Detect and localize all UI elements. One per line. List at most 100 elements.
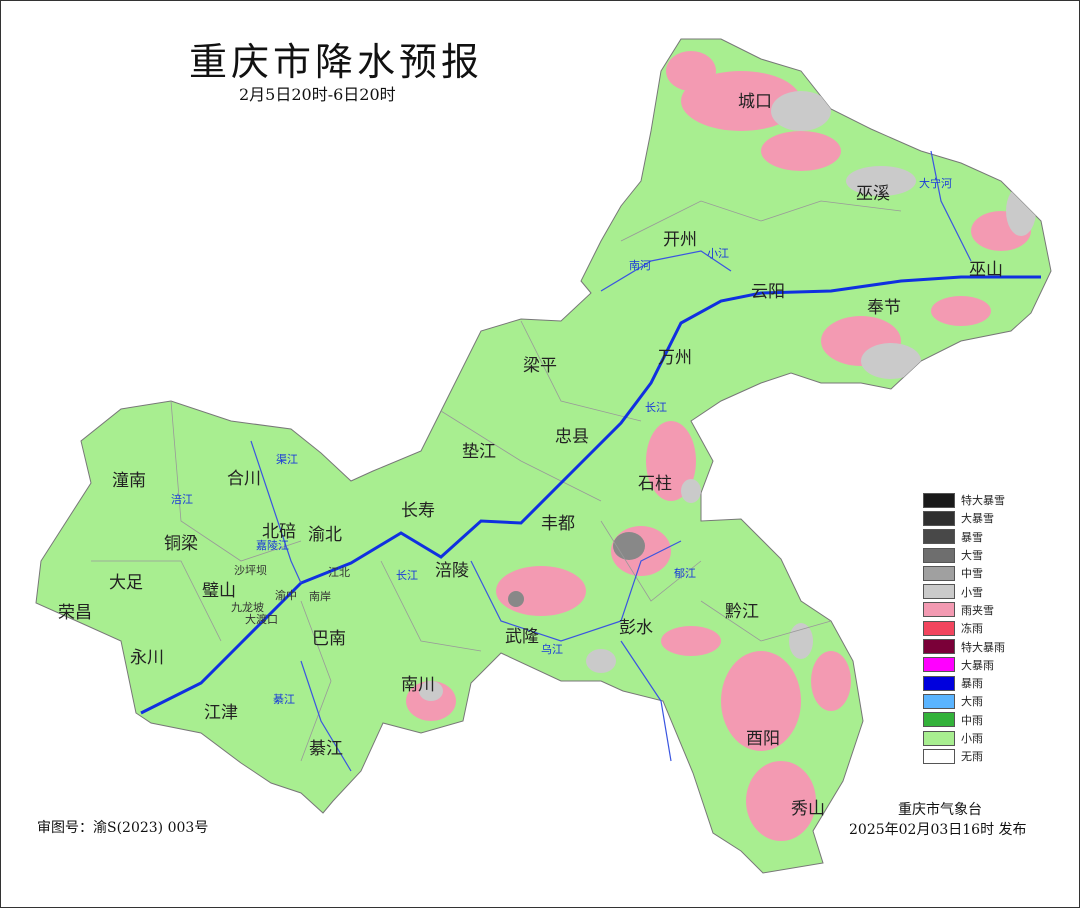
legend-label: 中雨 <box>961 713 983 727</box>
city-label: 秀山 <box>791 799 825 819</box>
legend-label: 特大暴雨 <box>961 640 1005 654</box>
legend-swatch <box>923 529 955 545</box>
city-label: 南川 <box>401 675 435 695</box>
map-subtitle: 2月5日20时-6日20时 <box>239 85 396 104</box>
city-label: 铜梁 <box>164 534 198 554</box>
legend-swatch <box>923 712 955 728</box>
legend-label: 暴雪 <box>961 530 983 544</box>
legend-item: 大雪 <box>923 546 1005 564</box>
city-label: 城口 <box>738 92 772 112</box>
river-label: 郁江 <box>674 567 696 580</box>
river-label: 长江 <box>396 569 418 582</box>
map-review-number: 审图号：渝S(2023) 003号 <box>37 820 209 836</box>
city-label: 云阳 <box>751 282 785 302</box>
legend-swatch <box>923 565 955 581</box>
tributaries <box>250 150 972 772</box>
city-label: 酉阳 <box>746 729 780 749</box>
legend: 特大暴雪大暴雪暴雪大雪中雪小雪雨夹雪冻雨特大暴雨大暴雨暴雨大雨中雨小雨无雨 <box>923 491 1005 765</box>
city-label: 璧山 <box>202 581 236 601</box>
city-label: 梁平 <box>523 356 557 376</box>
city-label: 万州 <box>658 348 692 368</box>
district-label: 江北 <box>328 566 350 579</box>
city-label: 武隆 <box>505 627 539 647</box>
legend-swatch <box>923 584 955 600</box>
city-label: 大足 <box>109 573 143 593</box>
legend-swatch <box>923 547 955 563</box>
legend-label: 小雨 <box>961 732 983 745</box>
legend-swatch <box>923 620 955 636</box>
legend-swatch <box>923 730 955 746</box>
issuer: 重庆市气象台 <box>898 802 982 818</box>
city-label: 合川 <box>227 469 261 489</box>
river-label: 綦江 <box>273 693 295 706</box>
legend-label: 无雨 <box>961 750 983 764</box>
river-label: 渠江 <box>276 453 298 466</box>
precip-patches <box>406 51 1036 841</box>
city-label: 黔江 <box>725 602 759 622</box>
river-label: 大宁河 <box>919 177 952 190</box>
legend-swatch <box>923 675 955 691</box>
legend-label: 雨夹雪 <box>961 603 994 617</box>
city-label: 涪陵 <box>435 561 469 581</box>
district-label: 大渡口 <box>245 613 278 626</box>
legend-label: 大雪 <box>961 549 983 563</box>
legend-item: 小雨 <box>923 729 1005 747</box>
legend-label: 冻雨 <box>961 622 983 636</box>
city-label: 綦江 <box>309 739 343 759</box>
legend-item: 特大暴雨 <box>923 637 1005 655</box>
city-label: 渝北 <box>308 525 342 545</box>
legend-item: 暴雨 <box>923 674 1005 692</box>
legend-item: 大暴雨 <box>923 656 1005 674</box>
legend-label: 大雨 <box>961 695 983 709</box>
city-label: 北碚 <box>262 522 296 542</box>
city-label: 江津 <box>204 703 238 723</box>
city-label: 潼南 <box>112 471 146 491</box>
legend-swatch <box>923 492 955 508</box>
city-label: 长寿 <box>401 501 435 521</box>
legend-swatch <box>923 639 955 655</box>
legend-item: 中雪 <box>923 564 1005 582</box>
legend-label: 小雪 <box>961 585 983 599</box>
city-label: 巴南 <box>312 629 346 649</box>
river-label: 涪江 <box>171 493 193 506</box>
city-label: 荣昌 <box>58 603 92 623</box>
city-label: 开州 <box>663 230 697 250</box>
legend-item: 大暴雪 <box>923 509 1005 527</box>
city-label: 彭水 <box>619 618 653 638</box>
legend-item: 无雨 <box>923 747 1005 765</box>
district-label: 南岸 <box>309 590 331 603</box>
legend-label: 特大暴雪 <box>961 494 1005 508</box>
city-label: 永川 <box>130 648 164 668</box>
city-label: 丰都 <box>541 514 575 534</box>
legend-swatch <box>923 693 955 709</box>
map-title: 重庆市降水预报 <box>189 40 484 84</box>
legend-label: 大暴雪 <box>961 512 994 526</box>
legend-item: 暴雪 <box>923 528 1005 546</box>
legend-label: 暴雨 <box>961 677 983 691</box>
legend-label: 大暴雨 <box>961 658 994 672</box>
legend-item: 大雨 <box>923 692 1005 710</box>
legend-item: 雨夹雪 <box>923 601 1005 619</box>
district-borders <box>91 200 902 762</box>
city-label: 巫山 <box>969 260 1003 280</box>
city-label: 巫溪 <box>856 184 890 204</box>
legend-swatch <box>923 510 955 526</box>
city-label: 奉节 <box>867 298 901 318</box>
legend-swatch <box>923 748 955 764</box>
city-label: 垫江 <box>462 442 496 462</box>
river-label: 南河 <box>629 259 651 272</box>
district-label: 九龙坡 <box>231 601 264 614</box>
city-label: 忠县 <box>555 427 589 447</box>
legend-item: 中雨 <box>923 711 1005 729</box>
district-label: 渝中 <box>275 589 297 602</box>
legend-swatch <box>923 657 955 673</box>
issue-time: 2025年02月03日16时 发布 <box>849 822 1027 838</box>
legend-label: 中雪 <box>961 567 983 581</box>
river-label: 长江 <box>645 401 667 414</box>
yangtze-river <box>140 275 1041 715</box>
river-label: 嘉陵江 <box>256 539 289 552</box>
city-label: 石柱 <box>638 474 672 494</box>
legend-item: 特大暴雪 <box>923 491 1005 509</box>
